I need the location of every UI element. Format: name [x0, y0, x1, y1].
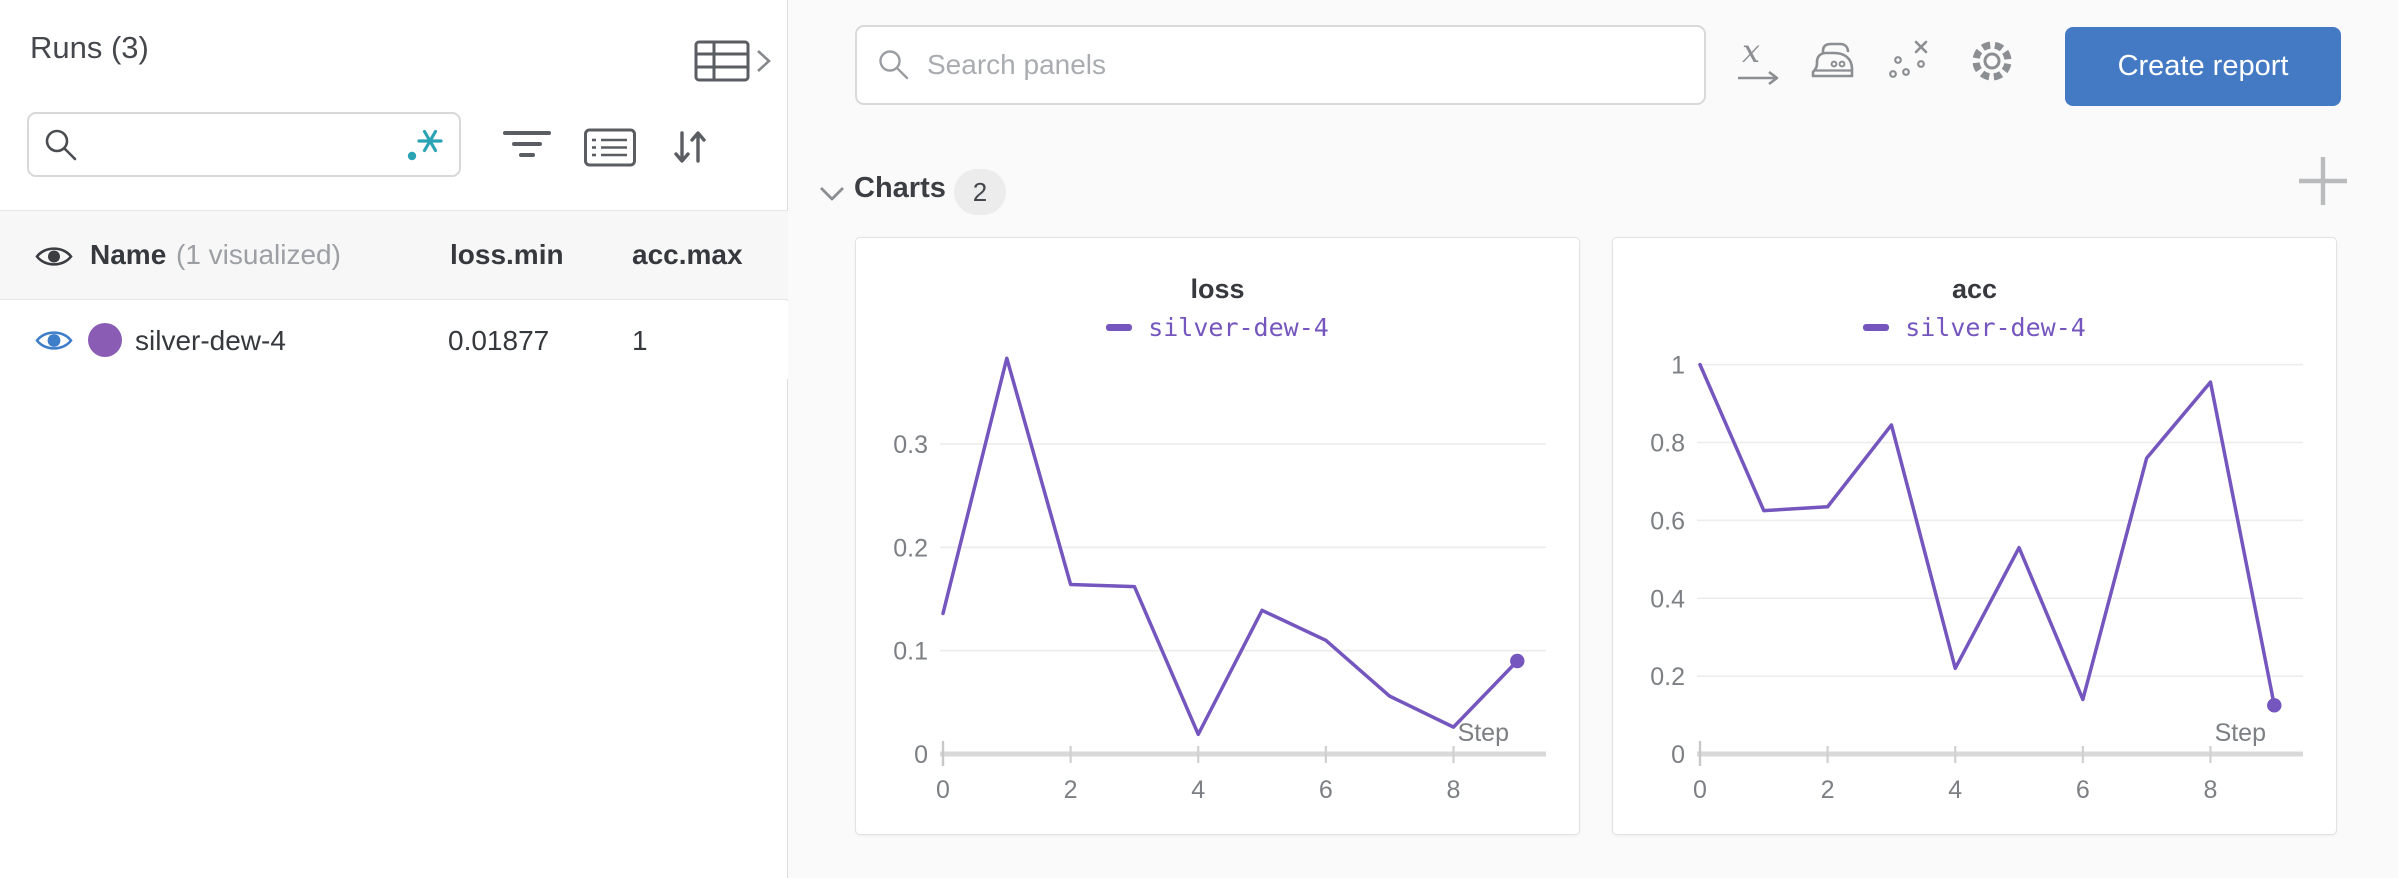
search-icon — [45, 129, 77, 160]
sort-icon — [674, 131, 706, 163]
name-column-header[interactable]: Name — [90, 239, 167, 270]
legend-color-dash — [1106, 324, 1133, 331]
visualized-annotation: (1 visualized) — [176, 239, 341, 270]
table-icon — [694, 40, 750, 82]
x-tick-label: 6 — [1319, 776, 1333, 804]
loss-min-column-header[interactable]: loss.min — [450, 239, 564, 270]
x-axis-title: Step — [1458, 719, 1509, 747]
regex-toggle-icon[interactable] — [403, 125, 445, 165]
filter-icon — [503, 131, 551, 157]
x-tick-label: 8 — [1447, 776, 1461, 804]
legend-color-dash — [1863, 324, 1890, 331]
y-tick-label: 0 — [914, 741, 928, 769]
y-tick-label: 0.6 — [1650, 507, 1685, 535]
x-tick-label: 8 — [2204, 776, 2218, 804]
x-tick-label: 0 — [1693, 776, 1707, 804]
iron-icon — [1811, 42, 1854, 78]
chevron-right-icon — [757, 50, 771, 72]
panel-search-box[interactable] — [855, 25, 1706, 105]
x-axis-icon: x — [1738, 32, 1779, 86]
chart-plot[interactable]: 0 2 4 6 8 0 0.1 0.2 0.3 Step — [856, 343, 1579, 836]
chart-title: acc — [1951, 274, 1998, 304]
y-tick-label: 1 — [1671, 352, 1685, 380]
chevron-down-icon — [820, 187, 844, 201]
run-loss-min-value: 0.01877 — [448, 325, 550, 356]
workspace-settings-button[interactable] — [1965, 34, 2019, 93]
x-tick-label: 2 — [1064, 776, 1078, 804]
x-tick-label: 6 — [2076, 776, 2090, 804]
x-tick-label: 4 — [1191, 776, 1205, 804]
y-tick-label: 0.8 — [1650, 430, 1685, 458]
x-tick-label: 2 — [1821, 776, 1835, 804]
columns-settings-button[interactable] — [583, 126, 637, 173]
search-icon — [879, 50, 909, 80]
series-endpoint-dot — [1510, 653, 1525, 669]
filter-runs-button[interactable] — [500, 126, 554, 169]
run-color-dot[interactable] — [88, 323, 122, 357]
charts-section-collapse-button[interactable] — [816, 183, 848, 210]
search-panels-input[interactable] — [927, 49, 1684, 81]
run-row-silver-dew-4[interactable]: silver-dew-4 0.01877 1 — [0, 301, 788, 379]
gear-icon — [1972, 41, 2012, 81]
chart-panel-acc[interactable]: acc silver-dew-4 0 2 4 6 8 0 0.2 0.4 0.6 0.8 1 Step — [1612, 237, 2337, 835]
series-line — [1698, 362, 2277, 708]
run-acc-max-value: 1 — [632, 325, 648, 356]
runs-table-header: Name (1 visualized) loss.min acc.max — [0, 210, 788, 300]
charts-section-title[interactable]: Charts — [854, 172, 946, 204]
smoothing-settings-button[interactable] — [1808, 38, 1858, 93]
x-axis-settings-button[interactable]: x — [1733, 32, 1783, 95]
runs-search-input[interactable] — [79, 129, 403, 160]
runs-sidebar: Runs (3) — [0, 0, 788, 878]
charts-count-badge: 2 — [954, 169, 1006, 215]
legend-run-label[interactable]: silver-dew-4 — [1905, 313, 2086, 342]
chart-legend: silver-dew-4 — [856, 313, 1579, 342]
outlier-points-icon — [1889, 40, 1928, 78]
chart-title: loss — [1190, 274, 1245, 304]
chart-legend: silver-dew-4 — [1613, 313, 2336, 342]
visibility-header-eye-icon[interactable] — [35, 243, 73, 270]
y-tick-label: 0.1 — [893, 638, 928, 666]
acc-max-column-header[interactable]: acc.max — [632, 239, 743, 270]
chart-plot[interactable]: 0 2 4 6 8 0 0.2 0.4 0.6 0.8 1 Step — [1613, 343, 2336, 836]
y-tick-label: 0.2 — [1650, 663, 1685, 691]
runs-search-box[interactable] — [27, 112, 461, 177]
series-endpoint-dot — [2267, 698, 2282, 713]
svg-text:x: x — [1742, 34, 1760, 70]
sort-runs-button[interactable] — [668, 126, 712, 173]
runs-title: Runs (3) — [30, 30, 149, 65]
x-axis-title: Step — [2215, 719, 2266, 747]
y-tick-label: 0.4 — [1650, 585, 1685, 613]
list-icon — [584, 128, 636, 167]
run-name[interactable]: silver-dew-4 — [135, 325, 286, 356]
x-tick-label: 4 — [1948, 776, 1962, 804]
x-tick-label: 0 — [936, 776, 950, 804]
expand-table-button[interactable] — [693, 38, 775, 89]
create-report-button[interactable]: Create report — [2065, 27, 2341, 106]
outliers-settings-button[interactable] — [1885, 36, 1935, 91]
workspace-main: x — [789, 0, 2398, 878]
y-tick-label: 0.2 — [893, 534, 928, 562]
chart-panel-loss[interactable]: loss silver-dew-4 0 2 4 6 8 0 0.1 0.2 0.3 Step — [855, 237, 1580, 835]
series-line — [941, 356, 1520, 737]
legend-run-label[interactable]: silver-dew-4 — [1148, 313, 1329, 342]
y-tick-label: 0 — [1671, 741, 1685, 769]
visibility-eye-on-icon[interactable] — [35, 327, 73, 354]
add-panel-button[interactable] — [2295, 153, 2351, 214]
y-tick-label: 0.3 — [893, 431, 928, 459]
plus-icon — [2299, 157, 2347, 205]
